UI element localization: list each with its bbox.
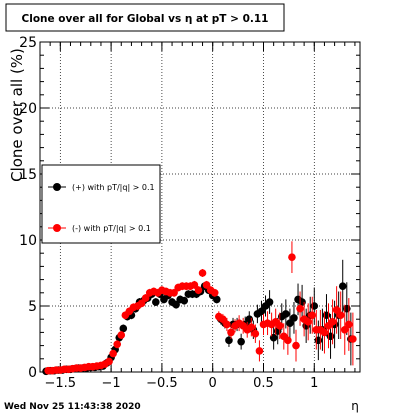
data-point xyxy=(117,331,126,339)
data-point xyxy=(298,298,306,306)
x-tick-label: 1 xyxy=(310,376,318,391)
y-tick-label: 15 xyxy=(19,167,37,183)
data-point xyxy=(320,328,329,337)
data-point xyxy=(113,340,122,349)
x-tick-label: 0 xyxy=(209,376,217,391)
data-point xyxy=(282,310,290,318)
data-point xyxy=(251,329,260,338)
data-point xyxy=(296,304,304,313)
timestamp: Wed Nov 25 11:43:38 2020 xyxy=(4,402,141,412)
x-tick-label: −1.5 xyxy=(45,376,77,391)
data-point xyxy=(269,333,278,342)
data-point xyxy=(212,295,221,304)
y-tick-label: 5 xyxy=(28,299,37,315)
legend-label-minus: (-) with pT/|q| > 0.1 xyxy=(72,224,151,233)
data-point xyxy=(308,311,317,320)
chart-title: Clone over all for Global vs η at pT > 0… xyxy=(22,13,269,25)
data-point xyxy=(328,318,337,326)
data-point xyxy=(198,269,207,277)
data-point xyxy=(227,328,235,337)
data-point xyxy=(152,298,160,306)
data-point xyxy=(245,315,254,324)
y-axis-label: Clone over all (%) xyxy=(8,48,26,182)
data-point xyxy=(194,286,203,294)
data-point xyxy=(172,300,180,309)
x-tick-label: −1 xyxy=(102,376,121,391)
data-point xyxy=(170,289,178,297)
data-point xyxy=(349,335,357,343)
data-point xyxy=(322,311,331,320)
data-point xyxy=(223,320,231,329)
y-tick-label: 0 xyxy=(28,365,37,381)
data-point xyxy=(265,298,274,306)
data-point xyxy=(137,299,146,308)
data-point xyxy=(190,281,199,289)
data-point xyxy=(109,349,117,358)
data-point xyxy=(202,281,211,289)
data-point xyxy=(286,319,294,327)
legend: (+) with pT/|q| > 0.1 (-) with pT/|q| > … xyxy=(41,164,161,244)
data-point xyxy=(275,322,284,330)
x-tick-label: 0.5 xyxy=(253,376,274,391)
data-point xyxy=(292,341,300,350)
data-point xyxy=(342,304,351,313)
data-point xyxy=(340,325,349,334)
data-point xyxy=(332,306,341,314)
data-point xyxy=(237,337,245,346)
y-tick-label: 20 xyxy=(19,101,37,117)
data-point xyxy=(304,318,312,326)
data-series xyxy=(42,241,357,376)
data-point xyxy=(284,336,292,345)
data-point xyxy=(288,253,296,261)
data-point xyxy=(210,289,219,297)
data-point xyxy=(247,323,256,331)
data-point xyxy=(314,336,323,345)
data-point xyxy=(219,315,227,324)
data-point xyxy=(141,294,150,302)
data-point xyxy=(119,324,128,333)
data-point xyxy=(290,314,298,322)
legend-box xyxy=(41,164,161,244)
title-box xyxy=(5,3,285,32)
data-point xyxy=(310,302,319,310)
data-point xyxy=(255,347,264,355)
data-point xyxy=(336,311,345,320)
data-point xyxy=(105,357,113,366)
data-point xyxy=(225,336,233,345)
x-axis-label: η xyxy=(351,399,359,413)
x-tick-label: −0.5 xyxy=(146,376,178,391)
data-point xyxy=(257,307,266,316)
legend-label-plus: (+) with pT/|q| > 0.1 xyxy=(72,183,155,192)
data-point xyxy=(345,320,353,329)
data-point xyxy=(338,282,347,291)
y-tick-label: 25 xyxy=(19,35,37,51)
series-minus xyxy=(44,241,357,375)
y-tick-label: 10 xyxy=(19,233,37,249)
data-point xyxy=(180,296,189,305)
